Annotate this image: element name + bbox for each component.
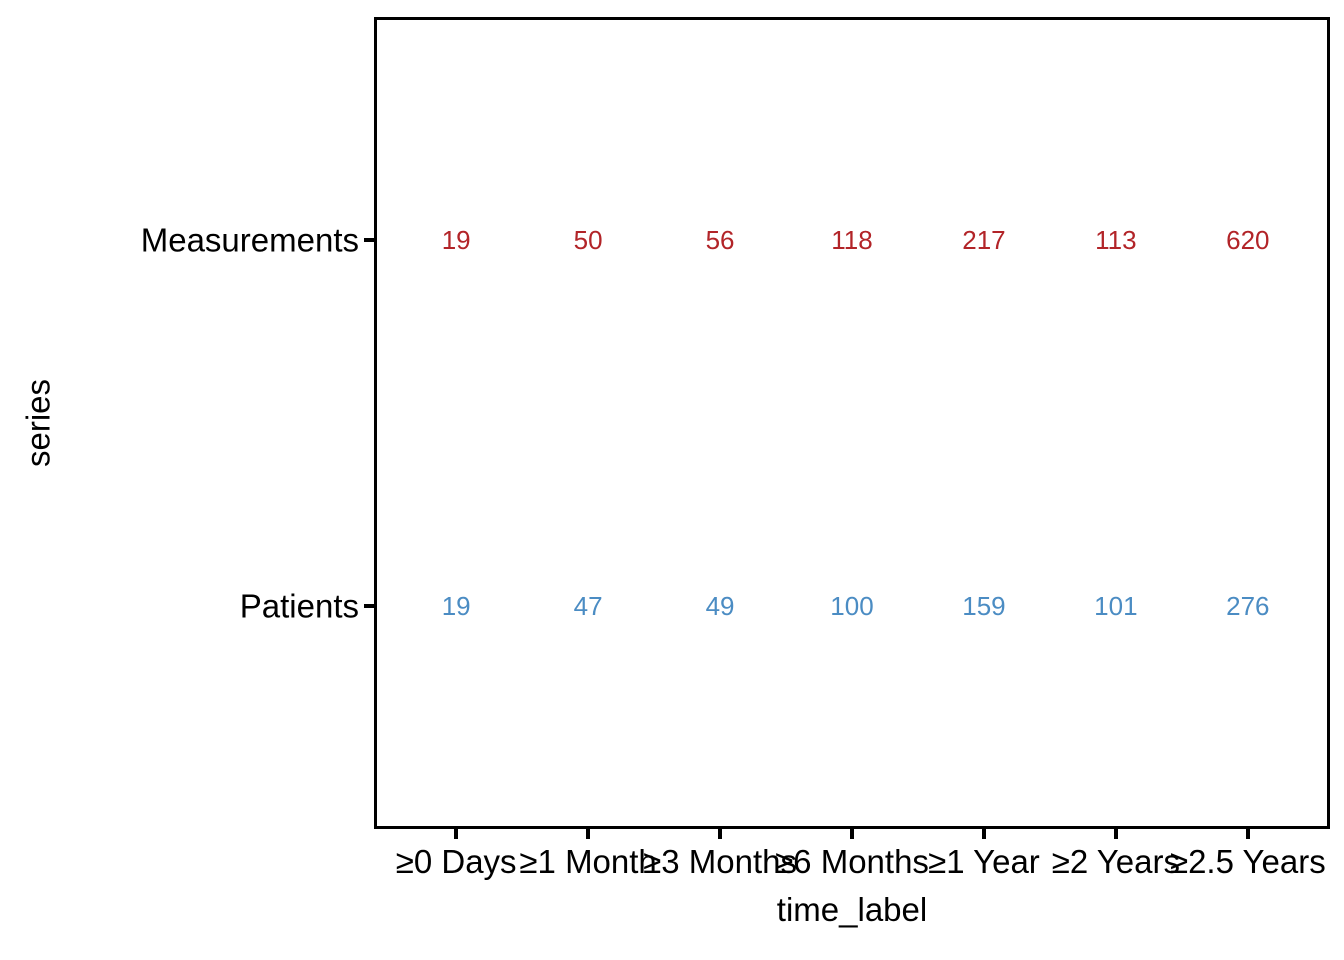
value-label: 47 — [573, 591, 603, 622]
x-tick-mark — [454, 826, 459, 839]
value-label: 56 — [705, 224, 735, 255]
value-label: 217 — [962, 224, 1006, 255]
x-tick-mark — [981, 826, 986, 839]
y-tick-label: Patients — [239, 587, 359, 625]
x-tick-label: ≥1 Year — [928, 843, 1040, 880]
y-tick-label: Measurements — [140, 221, 359, 259]
value-label: 19 — [441, 591, 471, 622]
value-label: 620 — [1226, 224, 1270, 255]
y-tick-mark — [364, 237, 377, 242]
x-tick-mark — [586, 826, 591, 839]
value-label: 113 — [1095, 224, 1137, 255]
x-tick-label: ≥2 Years — [1051, 843, 1180, 880]
value-label: 101 — [1094, 591, 1138, 622]
x-tick-label: ≥2.5 Years — [1169, 843, 1326, 880]
value-label: 276 — [1226, 591, 1270, 622]
value-label: 118 — [831, 224, 873, 255]
value-label: 49 — [705, 591, 735, 622]
value-label: 50 — [573, 224, 603, 255]
x-axis-title: time_label — [776, 891, 928, 928]
x-tick-mark — [718, 826, 723, 839]
y-axis-title: series — [19, 378, 57, 468]
value-label: 19 — [441, 224, 471, 255]
y-tick-mark — [364, 604, 377, 609]
x-tick-label: ≥6 Months — [775, 843, 929, 880]
value-label: 159 — [962, 591, 1006, 622]
x-tick-label: ≥3 Months — [643, 843, 797, 880]
plot-panel — [374, 17, 1330, 829]
x-tick-mark — [1245, 826, 1250, 839]
x-tick-mark — [1113, 826, 1118, 839]
x-tick-mark — [850, 826, 854, 839]
value-label: 100 — [830, 591, 874, 622]
x-tick-label: ≥0 Days — [395, 843, 517, 880]
x-tick-label: ≥1 Month — [519, 843, 657, 880]
